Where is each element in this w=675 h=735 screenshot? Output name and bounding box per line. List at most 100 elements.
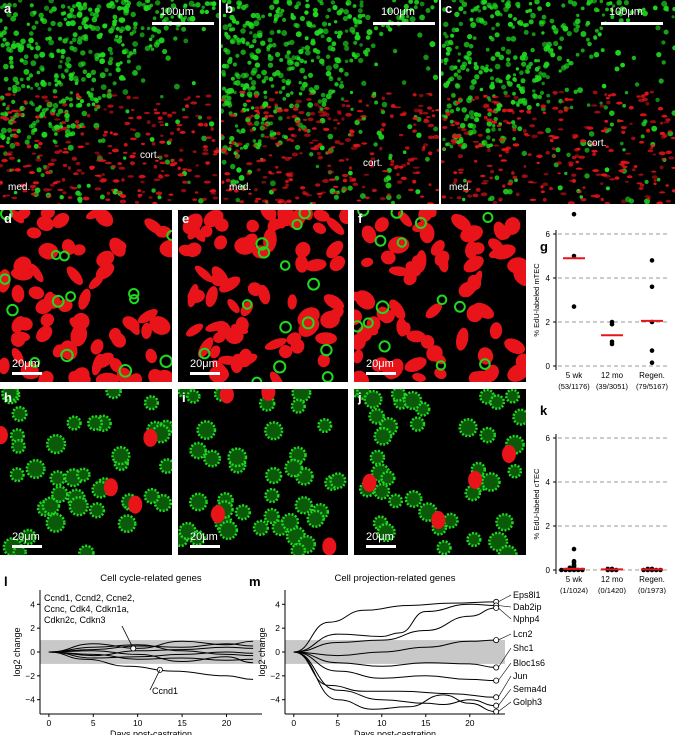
green-nucleus	[450, 33, 455, 38]
red-cell	[477, 133, 483, 137]
red-cell	[348, 166, 353, 170]
green-nucleus	[510, 36, 517, 42]
green-nucleus	[466, 56, 472, 62]
red-cell	[214, 235, 228, 250]
green-nucleus	[446, 142, 451, 147]
red-cell	[128, 495, 143, 514]
green-nucleus	[467, 123, 472, 128]
red-cell	[309, 141, 314, 144]
red-cell	[398, 165, 404, 169]
x-tick-label: 20	[222, 718, 232, 728]
red-cell	[299, 186, 306, 190]
red-cell	[629, 122, 633, 126]
x-tick-label: 5	[335, 718, 340, 728]
red-cell	[137, 194, 142, 198]
series-end-marker	[493, 708, 500, 715]
red-cell	[365, 104, 369, 107]
green-nucleus	[40, 173, 45, 178]
red-cell	[396, 318, 408, 337]
green-nucleus	[348, 170, 353, 176]
red-cell	[315, 120, 323, 124]
red-cell	[659, 191, 666, 194]
green-nucleus	[75, 78, 80, 83]
red-cell	[493, 144, 500, 147]
green-nucleus	[93, 12, 99, 19]
green-nucleus	[58, 36, 63, 41]
red-cell	[52, 212, 70, 229]
green-nucleus	[229, 135, 235, 142]
red-cell	[428, 93, 433, 97]
green-nucleus	[256, 16, 262, 21]
green-nucleus	[6, 140, 10, 145]
red-cell	[438, 255, 449, 273]
red-cell	[6, 104, 11, 108]
green-nucleus	[271, 42, 277, 48]
red-cell	[10, 120, 17, 124]
green-nucleus	[580, 31, 587, 37]
green-nucleus	[198, 347, 211, 360]
red-cell	[145, 132, 151, 136]
red-cell	[37, 154, 44, 157]
green-nucleus	[250, 85, 256, 91]
red-cell	[274, 103, 278, 107]
red-cell	[269, 172, 275, 175]
red-cell	[17, 317, 33, 331]
green-nucleus	[374, 100, 379, 105]
green-nucleus	[556, 55, 562, 62]
green-nucleus	[485, 47, 490, 52]
red-cell	[442, 117, 448, 122]
green-nucleus	[19, 105, 25, 112]
green-nucleus	[133, 21, 138, 27]
green-nucleus	[486, 121, 493, 127]
red-cell	[256, 168, 261, 172]
red-cell	[618, 169, 625, 173]
series-line	[293, 651, 497, 713]
red-cell	[119, 193, 124, 198]
gene-label-ccnd1: Ccnd1	[152, 686, 178, 696]
green-nucleus	[584, 173, 590, 179]
green-nucleus	[264, 487, 280, 504]
red-cell	[132, 152, 137, 155]
green-nucleus	[600, 48, 605, 53]
green-nucleus	[88, 92, 94, 98]
green-nucleus	[231, 17, 237, 23]
red-cell	[205, 321, 226, 332]
red-cell	[47, 162, 55, 166]
red-cell	[346, 104, 351, 108]
red-cell	[152, 201, 158, 204]
micrograph-j-image	[354, 389, 526, 555]
green-nucleus	[2, 111, 9, 117]
red-cell	[151, 123, 157, 128]
green-nucleus	[249, 76, 253, 81]
red-cell	[556, 161, 562, 165]
green-nucleus	[254, 113, 260, 120]
green-nucleus	[526, 104, 532, 111]
green-nucleus	[320, 343, 333, 357]
green-nucleus	[72, 14, 77, 19]
green-nucleus	[511, 124, 517, 130]
green-nucleus	[105, 389, 122, 400]
green-nucleus	[115, 62, 121, 67]
red-cell	[151, 141, 156, 146]
y-tick-label: −4	[270, 695, 280, 705]
red-cell	[126, 95, 131, 100]
green-nucleus	[494, 51, 501, 58]
green-nucleus	[2, 102, 6, 107]
red-cell	[228, 144, 233, 148]
green-nucleus	[299, 67, 305, 74]
red-cell	[622, 165, 628, 169]
green-nucleus	[82, 69, 88, 74]
green-nucleus	[596, 8, 600, 12]
green-nucleus	[136, 1, 143, 7]
red-cell	[594, 194, 601, 199]
red-cell	[159, 239, 172, 258]
green-nucleus	[553, 40, 559, 47]
green-nucleus	[347, 185, 353, 191]
green-nucleus	[579, 195, 583, 199]
micrograph-c-image	[441, 0, 675, 204]
green-nucleus	[541, 106, 546, 112]
green-nucleus	[236, 40, 242, 45]
red-cell	[422, 111, 429, 115]
green-nucleus	[321, 102, 327, 107]
green-nucleus	[227, 447, 248, 468]
